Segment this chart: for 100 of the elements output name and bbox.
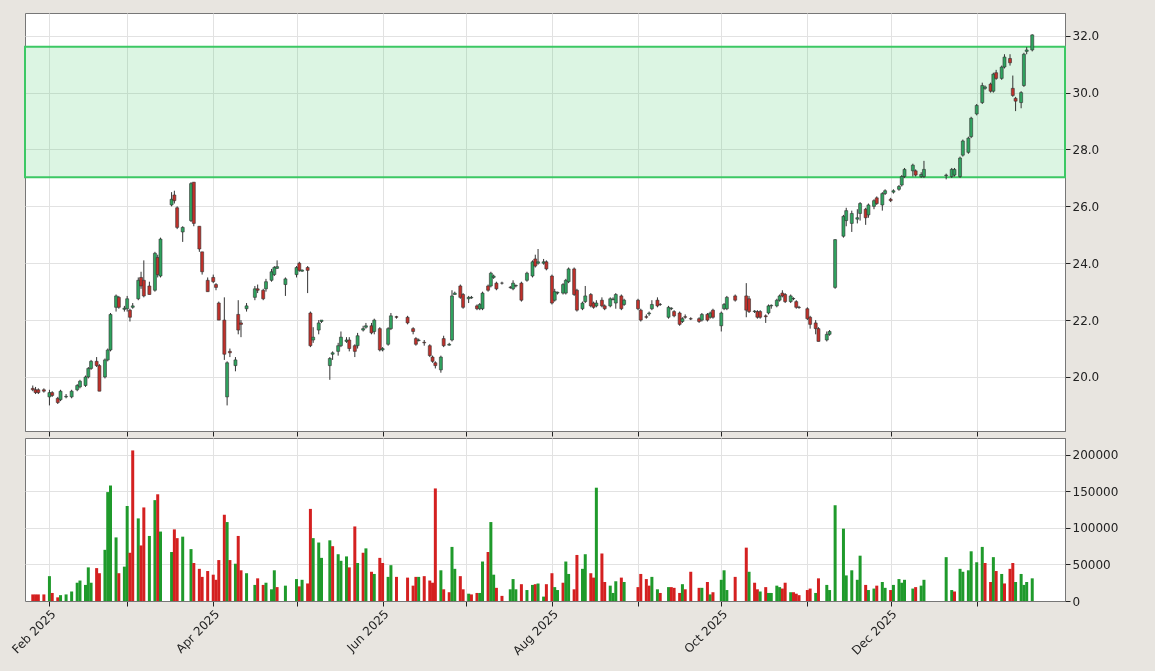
candlestick bbox=[719, 311, 724, 332]
bar bbox=[317, 542, 321, 601]
bar bbox=[864, 584, 868, 601]
bar bbox=[550, 573, 554, 601]
bar bbox=[131, 450, 135, 601]
bar bbox=[439, 570, 443, 601]
bar bbox=[555, 590, 559, 601]
candlestick bbox=[175, 205, 179, 230]
bar bbox=[889, 590, 893, 601]
bar bbox=[211, 574, 215, 601]
bar bbox=[331, 546, 335, 601]
bar bbox=[442, 589, 446, 601]
bar bbox=[678, 592, 682, 601]
y-tick-label: 24.0 bbox=[1072, 256, 1100, 271]
bar bbox=[1000, 573, 1004, 601]
bar bbox=[880, 582, 884, 601]
candlestick bbox=[42, 387, 46, 394]
bar bbox=[394, 576, 398, 601]
bar bbox=[983, 562, 987, 601]
bar bbox=[903, 579, 907, 601]
bar bbox=[764, 587, 768, 601]
bar bbox=[525, 590, 529, 601]
bar bbox=[192, 562, 196, 601]
bar bbox=[217, 560, 221, 601]
bar bbox=[705, 582, 709, 601]
bar bbox=[989, 582, 993, 601]
y-tick-label: 0 bbox=[1072, 594, 1081, 609]
bar bbox=[356, 562, 360, 601]
bar bbox=[850, 570, 854, 601]
bar bbox=[544, 584, 548, 601]
bar bbox=[283, 585, 287, 601]
bar bbox=[489, 522, 493, 601]
bar bbox=[608, 585, 612, 601]
bar bbox=[64, 594, 68, 601]
bar bbox=[805, 590, 809, 601]
y-tick-label: 26.0 bbox=[1072, 199, 1100, 214]
bar bbox=[994, 571, 998, 601]
bar bbox=[86, 567, 90, 601]
bar bbox=[458, 576, 462, 601]
bar bbox=[142, 507, 146, 601]
bar bbox=[672, 587, 676, 601]
bar bbox=[814, 592, 818, 601]
bar bbox=[1030, 578, 1034, 601]
bar bbox=[680, 584, 684, 601]
bar bbox=[347, 567, 351, 601]
bar bbox=[233, 563, 237, 601]
y-tick-label: 32.0 bbox=[1072, 29, 1100, 44]
bar bbox=[622, 582, 626, 601]
bar bbox=[275, 587, 279, 601]
candlestick bbox=[283, 276, 288, 297]
bar bbox=[364, 548, 368, 601]
bar bbox=[833, 505, 837, 601]
bar bbox=[117, 573, 121, 601]
y-tick-label: 200000 bbox=[1072, 448, 1119, 463]
bar bbox=[136, 518, 140, 601]
bar bbox=[1011, 562, 1015, 601]
bar bbox=[683, 589, 687, 601]
y-tick-label: 150000 bbox=[1072, 484, 1119, 499]
bar bbox=[297, 586, 301, 601]
bar bbox=[47, 576, 51, 601]
bar bbox=[825, 584, 829, 601]
bar bbox=[980, 546, 984, 601]
bar bbox=[991, 557, 995, 601]
bar bbox=[428, 580, 432, 601]
candlestick bbox=[228, 348, 232, 358]
bar bbox=[975, 562, 979, 601]
bar bbox=[689, 571, 693, 601]
bar bbox=[197, 568, 201, 601]
bar bbox=[295, 579, 299, 601]
bar bbox=[733, 576, 737, 601]
bar bbox=[450, 546, 454, 601]
bar bbox=[308, 508, 312, 601]
bar bbox=[747, 571, 751, 601]
bar bbox=[553, 587, 557, 601]
bar bbox=[389, 565, 393, 601]
bar bbox=[944, 557, 948, 601]
candlestick bbox=[236, 299, 241, 335]
bar bbox=[206, 571, 210, 601]
bar bbox=[783, 582, 787, 601]
bar bbox=[794, 593, 798, 601]
bar bbox=[583, 554, 587, 601]
bar bbox=[841, 528, 845, 601]
bar bbox=[422, 576, 426, 601]
bar bbox=[153, 500, 157, 601]
bar bbox=[222, 514, 226, 601]
bar bbox=[172, 529, 176, 601]
bar bbox=[228, 560, 232, 601]
bar bbox=[42, 594, 46, 601]
bar bbox=[95, 568, 99, 601]
bar bbox=[156, 494, 160, 601]
bar bbox=[500, 595, 504, 601]
bar bbox=[311, 538, 315, 601]
bar bbox=[245, 573, 249, 601]
bar bbox=[1002, 583, 1006, 601]
bar bbox=[256, 578, 260, 601]
y-tick-label: 50000 bbox=[1072, 557, 1111, 572]
bar bbox=[542, 596, 546, 601]
bar bbox=[147, 535, 151, 601]
bar bbox=[797, 595, 801, 601]
bar bbox=[775, 585, 779, 601]
